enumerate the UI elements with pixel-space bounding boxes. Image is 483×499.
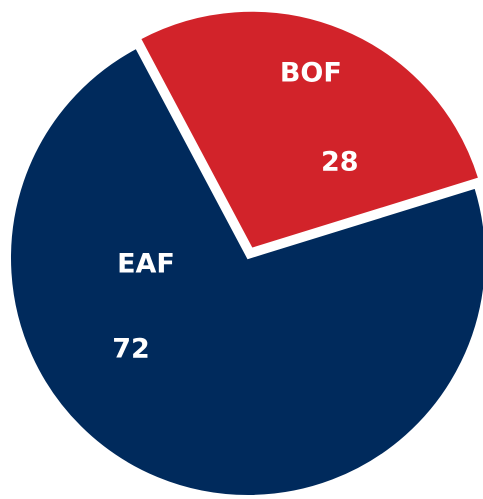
slice-value: 28 bbox=[321, 146, 359, 177]
pie-slice bbox=[138, 9, 481, 250]
slice-label: BOF bbox=[280, 57, 342, 88]
slice-label: EAF bbox=[117, 249, 175, 280]
slice-value: 72 bbox=[112, 334, 150, 365]
pie-slice bbox=[9, 46, 483, 497]
